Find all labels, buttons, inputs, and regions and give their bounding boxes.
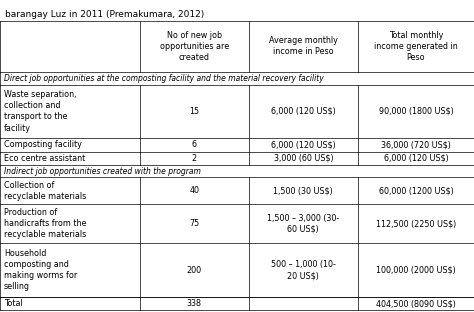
Text: Composting facility: Composting facility bbox=[4, 140, 82, 149]
Text: Collection of
recyclable materials: Collection of recyclable materials bbox=[4, 181, 86, 201]
Text: No of new job
opportunities are
created: No of new job opportunities are created bbox=[160, 31, 229, 62]
Text: Indirect job opportunities created with the program: Indirect job opportunities created with … bbox=[4, 167, 201, 176]
Text: Average monthly
income in Peso: Average monthly income in Peso bbox=[269, 36, 338, 56]
Text: barangay Luz in 2011 (Premakumara, 2012): barangay Luz in 2011 (Premakumara, 2012) bbox=[5, 10, 204, 19]
Text: 6,000 (120 US$): 6,000 (120 US$) bbox=[271, 107, 336, 116]
Text: Eco centre assistant: Eco centre assistant bbox=[4, 154, 85, 163]
Text: 40: 40 bbox=[189, 186, 200, 195]
Text: Waste separation,
collection and
transport to the
facility: Waste separation, collection and transpo… bbox=[4, 90, 76, 133]
Text: Household
composting and
making worms for
selling: Household composting and making worms fo… bbox=[4, 249, 77, 291]
Text: 100,000 (2000 US$): 100,000 (2000 US$) bbox=[376, 266, 456, 275]
Text: 1,500 (30 US$): 1,500 (30 US$) bbox=[273, 186, 333, 195]
Text: 6: 6 bbox=[192, 140, 197, 149]
Text: 6,000 (120 US$): 6,000 (120 US$) bbox=[383, 154, 448, 163]
Text: 6,000 (120 US$): 6,000 (120 US$) bbox=[271, 140, 336, 149]
Text: 3,000 (60 US$): 3,000 (60 US$) bbox=[273, 154, 333, 163]
Text: Production of
handicrafts from the
recyclable materials: Production of handicrafts from the recyc… bbox=[4, 208, 86, 239]
Text: Direct job opportunities at the composting facility and the material recovery fa: Direct job opportunities at the composti… bbox=[4, 74, 324, 83]
Text: 500 – 1,000 (10-
20 US$): 500 – 1,000 (10- 20 US$) bbox=[271, 260, 336, 280]
Text: 2: 2 bbox=[192, 154, 197, 163]
Text: 200: 200 bbox=[187, 266, 202, 275]
Text: 36,000 (720 US$): 36,000 (720 US$) bbox=[381, 140, 451, 149]
Text: 75: 75 bbox=[189, 219, 200, 228]
Text: Total: Total bbox=[4, 299, 23, 308]
Text: Total monthly
income generated in
Peso: Total monthly income generated in Peso bbox=[374, 31, 458, 62]
Text: 404,500 (8090 US$): 404,500 (8090 US$) bbox=[376, 299, 456, 308]
Text: 60,000 (1200 US$): 60,000 (1200 US$) bbox=[379, 186, 453, 195]
Text: 1,500 – 3,000 (30-
60 US$): 1,500 – 3,000 (30- 60 US$) bbox=[267, 214, 339, 234]
Text: 90,000 (1800 US$): 90,000 (1800 US$) bbox=[379, 107, 453, 116]
Text: 112,500 (2250 US$): 112,500 (2250 US$) bbox=[376, 219, 456, 228]
Text: 338: 338 bbox=[187, 299, 202, 308]
Text: 15: 15 bbox=[189, 107, 200, 116]
